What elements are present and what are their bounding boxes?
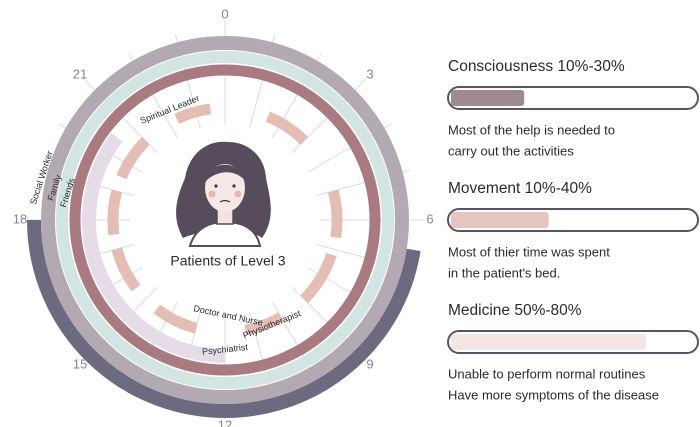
bar-fill — [451, 90, 524, 106]
description: Have more symptoms of the disease — [448, 387, 659, 402]
activity-segment — [157, 309, 196, 328]
cheek — [235, 191, 242, 198]
hour-label: 0 — [221, 6, 228, 21]
hour-label: 15 — [73, 356, 87, 371]
panels: Consciousness 10%-30% Most of the help is… — [448, 58, 698, 402]
bar-fill — [451, 212, 549, 228]
description: carry out the activities — [448, 143, 574, 158]
bar-fill — [451, 334, 646, 350]
hour-label: 6 — [426, 211, 433, 226]
hour-label: 12 — [218, 417, 232, 427]
hour-label: 18 — [13, 211, 27, 226]
activity-segment — [304, 255, 331, 300]
infographic: 036912151821Spiritual LeaderSocial Worke… — [0, 0, 700, 427]
patient-icon — [176, 142, 271, 246]
hour-label: 21 — [73, 66, 87, 81]
panel-title: Movement 10%-40% — [448, 180, 592, 197]
hour-label: 9 — [366, 356, 373, 371]
description: Unable to perform normal routines — [448, 366, 646, 381]
center-label: Patients of Level 3 — [170, 253, 285, 269]
eye — [214, 184, 217, 187]
panel-title: Medicine 50%-80% — [448, 302, 582, 319]
cheek — [209, 191, 216, 198]
description: Most of the help is needed to — [448, 122, 615, 137]
activity-segment — [333, 191, 337, 238]
ring-label: Doctor and Nurse — [193, 303, 264, 327]
activity-segment — [117, 249, 136, 288]
page: {"center_label": "Patients of Level 3", … — [0, 0, 700, 427]
activity-segment — [113, 191, 117, 235]
panel-title: Consciousness 10%-30% — [448, 58, 625, 75]
eye — [232, 184, 235, 187]
description: in the patient's bed. — [448, 265, 560, 280]
activity-segment — [177, 109, 211, 119]
hour-label: 3 — [366, 66, 373, 81]
description: Most of thier time was spent — [448, 244, 610, 259]
